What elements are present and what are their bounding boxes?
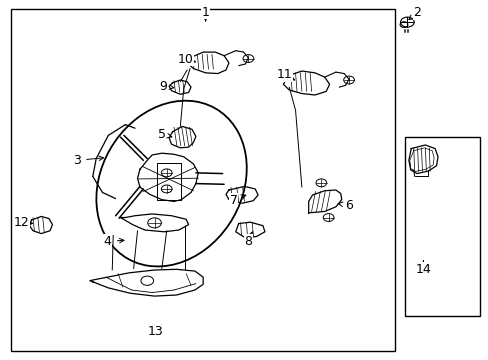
Text: 7: 7 <box>229 194 237 207</box>
Text: 6: 6 <box>345 198 352 212</box>
Text: 1: 1 <box>201 6 209 19</box>
Text: 5: 5 <box>158 128 165 141</box>
Text: 10: 10 <box>177 53 193 66</box>
Text: 3: 3 <box>73 154 81 167</box>
Text: 14: 14 <box>415 263 430 276</box>
Text: 9: 9 <box>159 80 166 93</box>
Text: 2: 2 <box>412 6 420 19</box>
Text: 8: 8 <box>244 235 252 248</box>
Text: 13: 13 <box>148 325 163 338</box>
Text: 11: 11 <box>276 68 292 81</box>
Text: 4: 4 <box>103 235 111 248</box>
Text: 12: 12 <box>14 216 30 229</box>
Bar <box>404 137 479 316</box>
Bar <box>11 9 394 351</box>
